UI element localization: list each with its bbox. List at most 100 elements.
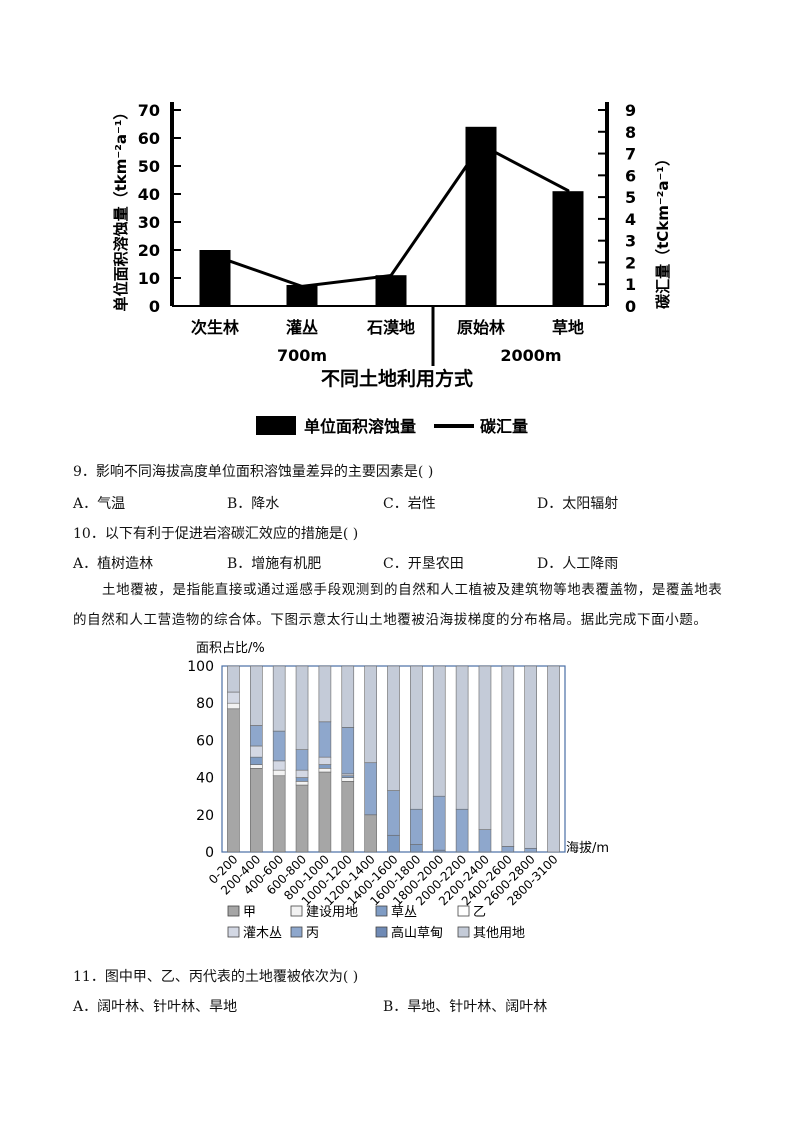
carbon-sink-point [566,189,570,193]
bar-segment-其他用地 [341,665,355,728]
legend-line-label: 碳汇量 [480,417,528,436]
bar-原始林 [465,126,497,306]
bar-segment-丙 [364,762,377,816]
left-tick-label: 10 [138,269,160,288]
bar-segment-丙 [250,725,263,747]
bar-segment-其他用地 [387,665,400,791]
bar-segment-其他用地 [455,665,469,810]
legend-label: 灌木丛 [243,926,282,941]
legend-swatch-建设用地 [290,905,303,917]
bar-segment-丙 [524,847,538,853]
bar-segment-甲 [295,784,309,853]
bar-segment-建设用地 [341,777,355,782]
category-label: 石漠地 [366,318,415,337]
question-11-option-b: B．旱地、针叶林、阔叶林 [383,999,548,1015]
bar-segment-甲 [250,768,263,853]
bar-segment-灌木丛 [295,769,309,778]
land-cover-chart: 面积占比/%0204060801000-200200-400400-600600… [187,641,609,941]
y-axis-label: 面积占比/% [196,641,265,656]
bar-segment-丙 [432,795,446,851]
left-tick-label: 70 [138,101,160,120]
bar-segment-丙 [272,730,286,762]
category-label: 原始林 [457,318,505,337]
right-tick-label: 4 [625,210,636,229]
bar-segment-其他用地 [501,665,515,847]
right-tick-label: 0 [625,297,636,316]
carbon-sink-point [389,274,393,278]
right-tick-label: 5 [625,188,636,207]
right-tick-label: 9 [625,101,636,120]
bar-segment-甲 [227,708,240,853]
y-tick-label: 20 [196,808,214,824]
y-tick-label: 0 [205,845,214,861]
bar-segment-其他用地 [227,665,240,693]
y-tick-label: 80 [196,696,214,712]
carbon-sink-point [213,254,217,258]
bar-草地 [552,191,584,306]
bar-segment-其他用地 [547,665,560,853]
bar-segment-其他用地 [478,665,492,830]
bar-segment-其他用地 [250,665,263,726]
bar-segment-其他用地 [318,665,332,723]
bar-segment-建设用地 [250,764,263,769]
category-label: 草地 [552,318,584,337]
x-axis-label: 不同土地利用方式 [321,367,473,390]
legend-bar-label: 单位面积溶蚀量 [304,417,416,436]
y-tick-label: 40 [196,771,214,787]
bar-segment-甲 [272,775,286,853]
right-tick-label: 8 [625,123,636,142]
left-tick-label: 40 [138,185,160,204]
bar-灌丛 [286,285,318,306]
y-axis-right-label: 碳汇量（tCkm⁻²a⁻¹） [654,151,672,309]
bar-segment-丙 [501,846,515,853]
question-10-stem: 10．以下有利于促进岩溶碳汇效应的措施是( ) [73,526,359,542]
bar-segment-甲 [341,781,355,853]
karst-chart: 0 10 20 30 40 50 60 70 0 1 2 3 4 5 6 7 8 9 单位面积溶蚀量（tkm⁻²a⁻… [112,101,672,436]
bar-segment-灌木丛 [318,756,332,765]
legend-label: 乙 [473,905,486,920]
question-11-stem: 11．图中甲、乙、丙代表的土地覆被依次为( ) [73,969,359,985]
bar-segment-丙 [295,749,309,771]
group-label: 2000m [500,346,561,365]
legend-swatch-灌木丛 [227,926,240,938]
bar-segment-草丛 [295,777,309,782]
legend-label: 甲 [243,905,256,920]
left-tick-label: 50 [138,157,160,176]
bar-segment-其他用地 [410,665,423,810]
right-tick-label: 7 [625,145,636,164]
legend-swatch-甲 [227,905,240,917]
left-tick-label: 30 [138,213,160,232]
bar-segment-其他用地 [295,665,309,750]
bar-segment-丙 [387,790,400,836]
right-tick-label: 6 [625,166,636,185]
bar-segment-丙 [410,808,423,845]
bar-segment-丙 [318,721,332,758]
question-9-option-a: A．气温 [73,496,126,512]
question-10-option-a: A．植树造林 [73,556,154,572]
legend-label: 丙 [306,926,319,941]
bar-segment-丙 [455,808,469,853]
bar-segment-灌木丛 [250,745,263,758]
question-10-option-c: C．开垦农田 [383,556,464,572]
bar-segment-其他用地 [432,665,446,797]
passage-line-1: 土地覆被，是指能直接或通过遥感手段观测到的自然和人工植被及建筑物等地表覆盖物，是… [102,582,723,598]
carbon-sink-point [300,284,304,288]
carbon-sink-point [479,143,483,147]
question-10-option-b: B．增施有机肥 [227,556,322,572]
legend-swatch-高山草甸 [375,926,388,938]
legend-bar-swatch [256,416,296,435]
bar-segment-建设用地 [295,781,309,786]
legend-swatch-乙 [457,905,470,917]
legend-label: 高山草甸 [391,925,443,941]
right-tick-label: 3 [625,232,636,251]
bar-石漠地 [375,275,407,306]
bar-segment-建设用地 [227,702,240,710]
bar-segment-建设用地 [272,769,286,777]
right-tick-label: 2 [625,253,636,272]
left-tick-label: 60 [138,129,160,148]
category-label: 灌丛 [286,318,318,337]
legend-label: 其他用地 [473,926,525,941]
bar-segment-草丛 [387,834,400,853]
group-label: 700m [277,346,327,365]
x-axis-label: 海拔/m [566,841,609,856]
